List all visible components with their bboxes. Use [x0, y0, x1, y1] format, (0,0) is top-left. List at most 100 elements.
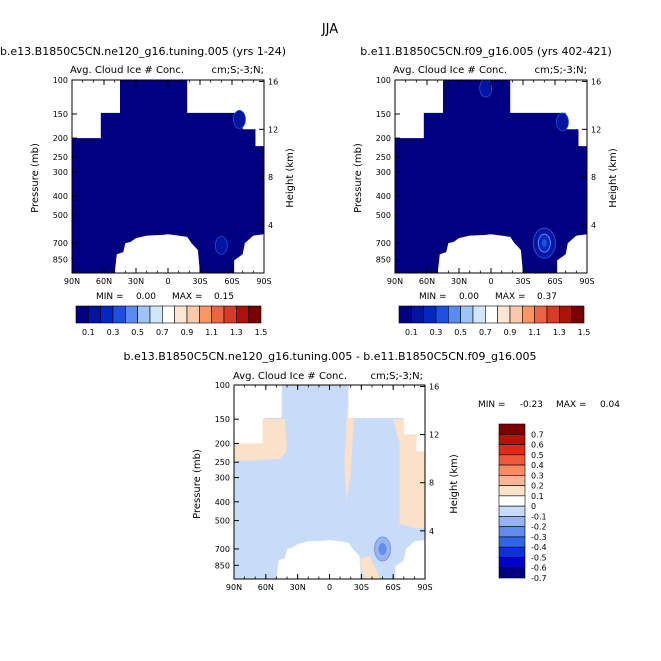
max-value: 0.04: [600, 400, 620, 410]
missing-region: [395, 540, 425, 579]
x-tick-label: 60N: [419, 277, 435, 286]
y2-axis-label: Height (km): [449, 454, 460, 514]
plot-area: 90N 60N 30N 0 30S 60S 90S 100 150 200 250 300 400 500…: [376, 76, 601, 286]
colorbar-box: [125, 305, 138, 324]
colorbar-label: 0.5: [454, 328, 467, 337]
field-layer: [395, 80, 587, 273]
colorbar-box: [100, 305, 114, 324]
min-value: 0.00: [459, 292, 479, 302]
missing-region: [234, 234, 264, 273]
colorbar-box: [472, 305, 486, 324]
plot-area: 90N 60N 30N 0 30S 60S 90S 100 150 200 250 300 400 500…: [53, 76, 278, 286]
colorbar-label: 0.2: [531, 482, 544, 491]
y2-tick-label: 4: [268, 221, 273, 230]
x-tick-label: 60N: [258, 583, 274, 592]
colorbar-label: 0.3: [430, 328, 443, 337]
missing-region: [187, 80, 264, 147]
x-tick-label: 0: [327, 583, 332, 592]
y-tick-label: 300: [215, 474, 230, 483]
colorbar-box: [248, 305, 262, 324]
y-tick-label: 150: [376, 110, 391, 119]
y-tick-label: 700: [215, 545, 230, 554]
colorbar-box: [498, 546, 526, 558]
y-tick-label: 250: [376, 153, 391, 162]
colorbar-label: 1.5: [255, 328, 268, 337]
y-tick-label: 400: [215, 498, 230, 507]
x-tick-label: 30S: [515, 277, 530, 286]
colorbar-label: 0.4: [531, 461, 544, 470]
field-layer: [234, 385, 425, 579]
panel-obs: b.e11.B1850C5CN.f09_g16.005 (yrs 402-421…: [353, 45, 619, 337]
colorbar-box: [498, 495, 526, 507]
min-value: -0.23: [520, 400, 543, 410]
colorbar-box: [498, 433, 526, 445]
y-tick-label: 850: [53, 255, 68, 264]
max-value: 0.37: [537, 292, 557, 302]
y2-axis-label: Height (km): [285, 148, 296, 208]
colorbar-box: [236, 305, 249, 324]
min-label: MIN =: [96, 292, 124, 302]
colorbar-box: [498, 423, 526, 435]
y2-tick-label: 12: [429, 431, 439, 440]
colorbar-box: [498, 567, 526, 579]
y-tick-label: 700: [376, 239, 391, 248]
colorbar-label: 0.5: [131, 328, 144, 337]
colorbar-label: -0.4: [531, 543, 547, 552]
max-label: MAX =: [556, 400, 587, 410]
units-label: cm;S;-3;N;: [370, 371, 423, 382]
colorbar-box: [162, 305, 175, 324]
y2-tick-label: 12: [268, 125, 278, 134]
x-tick-label: 0: [165, 277, 170, 286]
colorbar-label: 0.9: [504, 328, 517, 337]
colorbar-label: -0.5: [531, 553, 547, 562]
x-tick-label: 90S: [579, 277, 594, 286]
colorbar-label: 0.7: [531, 430, 544, 439]
colorbar-label: 0.7: [156, 328, 169, 337]
colorbar-box: [498, 454, 526, 466]
min-label: MIN =: [419, 292, 447, 302]
y-tick-label: 400: [376, 192, 391, 201]
min-label: MIN =: [478, 400, 506, 410]
positive-region: [374, 419, 425, 529]
colorbar-label: -0.7: [531, 574, 547, 583]
y-tick-label: 250: [53, 153, 68, 162]
colorbar-label: 0.1: [531, 492, 544, 501]
colorbar-box: [498, 526, 526, 538]
colorbar-box: [411, 305, 424, 324]
colorbar-box: [509, 305, 523, 324]
field-layer: [72, 80, 264, 273]
x-tick-label: 90N: [387, 277, 403, 286]
colorbar-box: [498, 557, 526, 569]
case-title: b.e13.B1850C5CN.ne120_g16.tuning.005 - b…: [123, 350, 536, 363]
colorbar-box: [423, 305, 437, 324]
colorbar-box: [559, 305, 572, 324]
y-axis-label: Pressure (mb): [192, 449, 203, 519]
x-tick-label: 60S: [224, 277, 239, 286]
y-tick-label: 100: [215, 381, 230, 390]
colorbar-label: 0.5: [531, 451, 544, 460]
colorbar-box: [485, 305, 498, 324]
y-tick-label: 500: [53, 211, 68, 220]
case-title: b.e11.B1850C5CN.f09_g16.005 (yrs 402-421…: [360, 45, 612, 58]
colorbar-label: 1.1: [528, 328, 541, 337]
colorbar-label: 0.3: [107, 328, 120, 337]
colorbar-box: [137, 305, 151, 324]
colorbar-label: 0.3: [531, 471, 544, 480]
plot-title: Avg. Cloud Ice # Conc.: [70, 65, 184, 76]
colorbar-box: [498, 516, 526, 527]
colorbar-box: [398, 305, 412, 324]
y-axis-label: Pressure (mb): [353, 143, 364, 213]
min-value: 0.00: [136, 292, 156, 302]
y-tick-label: 400: [53, 192, 68, 201]
y-tick-label: 700: [53, 239, 68, 248]
missing-region: [348, 385, 425, 452]
colorbar-label: 0.1: [82, 328, 95, 337]
y2-tick-label: 16: [591, 77, 601, 86]
x-tick-label: 90N: [226, 583, 242, 592]
colorbar-box: [112, 305, 126, 324]
y-tick-label: 200: [53, 134, 68, 143]
y-tick-label: 150: [215, 415, 230, 424]
y-tick-label: 850: [376, 255, 391, 264]
max-label: MAX =: [495, 292, 526, 302]
